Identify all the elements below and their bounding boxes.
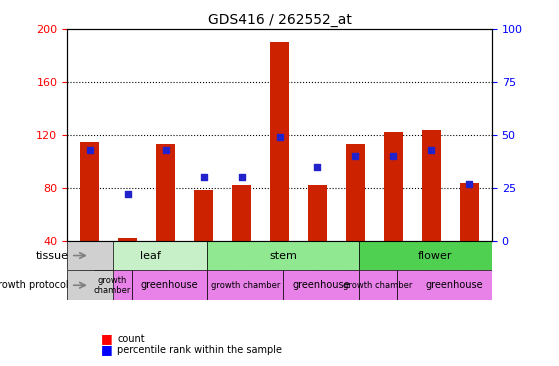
Text: leaf: leaf — [140, 251, 161, 261]
Bar — [67, 241, 112, 270]
Bar — [459, 183, 479, 241]
Bar — [67, 270, 112, 300]
Bar — [421, 130, 440, 241]
Text: growth protocol: growth protocol — [0, 280, 69, 290]
Text: greenhouse: greenhouse — [141, 280, 198, 290]
Text: stem: stem — [269, 251, 297, 261]
Text: growth
chamber: growth chamber — [94, 276, 131, 295]
Bar — [232, 185, 251, 241]
Bar — [80, 142, 100, 241]
Point — [275, 134, 284, 140]
Text: percentile rank within the sample: percentile rank within the sample — [117, 345, 282, 355]
Text: growth chamber: growth chamber — [211, 281, 280, 290]
Point — [389, 153, 398, 159]
Text: flower: flower — [418, 251, 452, 261]
Bar — [207, 270, 283, 300]
Bar — [119, 238, 138, 241]
Bar — [131, 270, 207, 300]
Bar — [207, 241, 359, 270]
Text: greenhouse: greenhouse — [292, 280, 350, 290]
Text: growth chamber: growth chamber — [343, 281, 413, 290]
Bar — [384, 132, 403, 241]
Point — [161, 147, 170, 153]
Bar — [194, 190, 213, 241]
Point — [313, 164, 322, 169]
Bar — [359, 270, 397, 300]
Point — [199, 174, 208, 180]
Bar — [156, 144, 175, 241]
Text: ■: ■ — [101, 332, 112, 345]
Point — [465, 181, 473, 187]
Bar — [93, 270, 131, 300]
Point — [124, 191, 132, 197]
Bar — [346, 144, 365, 241]
Text: ■: ■ — [101, 343, 112, 356]
Bar — [93, 241, 207, 270]
Bar — [308, 185, 327, 241]
Bar — [359, 241, 511, 270]
Title: GDS416 / 262552_at: GDS416 / 262552_at — [207, 13, 352, 27]
Point — [427, 147, 435, 153]
Bar — [270, 42, 289, 241]
Text: greenhouse: greenhouse — [425, 280, 483, 290]
Point — [237, 174, 246, 180]
Bar — [283, 270, 359, 300]
Point — [351, 153, 360, 159]
Text: tissue: tissue — [36, 251, 69, 261]
Text: count: count — [117, 334, 145, 344]
Bar — [397, 270, 511, 300]
Point — [86, 147, 94, 153]
